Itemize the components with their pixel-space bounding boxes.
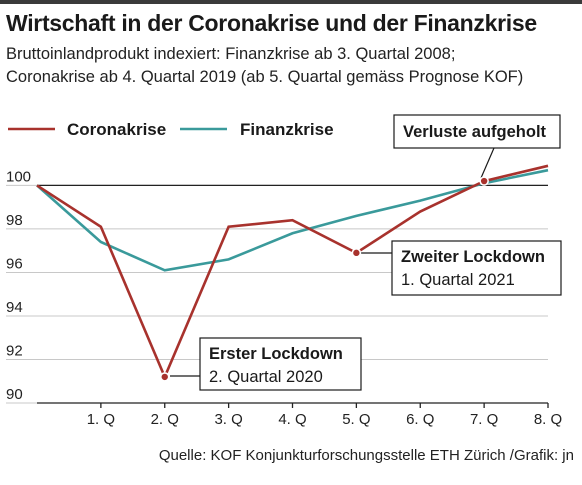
x-tick-label: 7. Q: [470, 411, 498, 428]
y-tick-label: 100: [6, 168, 31, 185]
annotation-point: [351, 248, 362, 258]
annotation-subtitle: 2. Quartal 2020: [209, 368, 323, 386]
y-tick-label: 92: [6, 342, 23, 359]
y-tick-label: 94: [6, 299, 23, 316]
legend: Coronakrise Finanzkrise: [8, 120, 334, 139]
x-tick-label: 4. Q: [278, 411, 306, 428]
series-layer: [36, 164, 549, 381]
top-rule: [0, 0, 582, 4]
y-tick-label: 98: [6, 212, 23, 229]
x-tick-label: 1. Q: [87, 411, 115, 428]
annotation-box: [393, 114, 561, 149]
x-tick-label: 6. Q: [406, 411, 434, 428]
x-tick-label: 8. Q: [534, 411, 562, 428]
y-tick-label: 90: [6, 386, 23, 403]
y-tick-label: 96: [6, 255, 23, 272]
grid-layer: [6, 184, 548, 404]
series-line-finanzkrise: [36, 168, 549, 272]
annotation-layer: Erster Lockdown 2. Quartal 2020 Zweiter Lo…: [159, 114, 562, 391]
subtitle-line-2: Coronakrise ab 4. Quartal 2019 (ab 5. Qu…: [6, 68, 524, 86]
legend-label: Coronakrise: [67, 120, 166, 139]
annotation-point: [159, 372, 170, 382]
series-line-coronakrise: [36, 164, 549, 381]
subtitle-line-1: Bruttoinlandprodukt indexiert: Finanzkri…: [6, 45, 456, 63]
annotation-leader: [480, 147, 495, 179]
source-note: Quelle: KOF Konjunkturforschungsstelle E…: [158, 447, 574, 464]
annotation-title: Zweiter Lockdown: [401, 248, 545, 266]
legend-label: Finanzkrise: [240, 120, 334, 139]
chart-title: Wirtschaft in der Coronakrise und der Fi…: [6, 10, 537, 36]
x-tick-label: 5. Q: [342, 411, 370, 428]
annotation-box: [199, 337, 362, 391]
annotation-box: [391, 240, 562, 296]
chart-subtitle: Bruttoinlandprodukt indexiert: Finanzkri…: [6, 43, 523, 89]
x-tick-label: 3. Q: [214, 411, 242, 428]
x-tick-label: 2. Q: [151, 411, 179, 428]
annotation-point: [479, 176, 489, 186]
annotation-title: Erster Lockdown: [209, 345, 343, 363]
annotation-subtitle: 1. Quartal 2021: [401, 271, 515, 289]
annotation-title: Verluste aufgeholt: [403, 123, 547, 141]
axis-layer: 90 92 94 96 98 100 1. Q 2. Q 3. Q 4. Q 5. Q 6. Q 7. …: [6, 168, 562, 428]
